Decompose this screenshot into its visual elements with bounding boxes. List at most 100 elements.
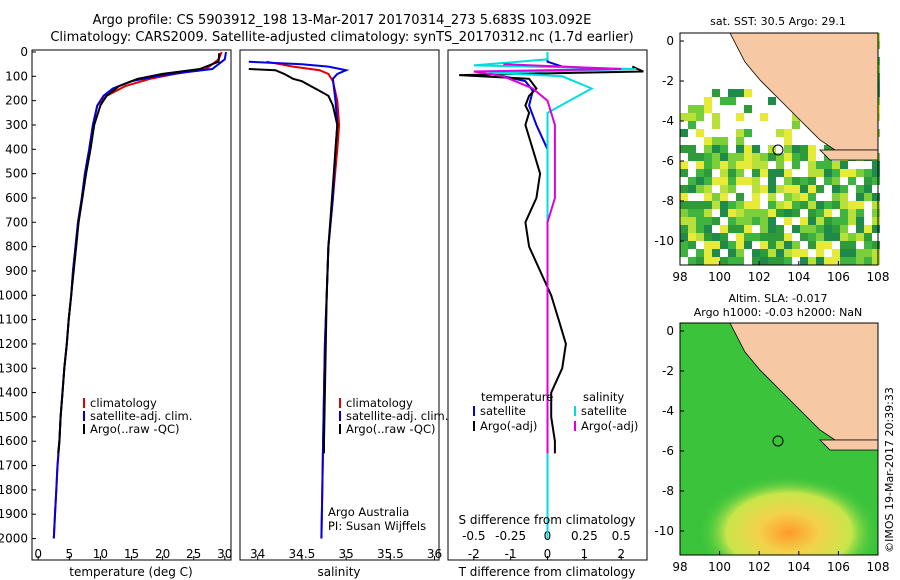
sst-cell [744,241,752,249]
sst-map: 98 100 102 104 106 108 0 -2 -4 -6 -8 -10 [654,32,890,284]
x-tick-label: -1 [505,547,517,561]
sst-cell [736,209,744,217]
sst-cell [856,201,864,209]
depth-tick-label: 1400 [0,386,28,400]
sst-cell [760,113,768,121]
sst-cell [816,161,824,169]
sst-cell [856,185,864,193]
sst-cell [776,169,784,177]
sst-cell [680,161,688,169]
sst-cell [752,209,760,217]
sst-cell [712,153,720,161]
sst-cell [800,201,808,209]
lon-tick-label: 104 [787,270,810,284]
lon-tick-label: 106 [827,270,850,284]
sst-cell [680,169,688,177]
legend-label-argo: Argo(..raw -QC) [90,422,180,436]
temperature-panel-frame [31,49,232,561]
depth-tick-label: 1900 [0,507,28,521]
sst-cell [864,225,872,233]
lat-tick-label: -4 [662,404,674,418]
sst-cell [680,193,688,201]
sst-cell [752,193,760,201]
sst-cell [840,161,848,169]
x-tick-label: 15 [124,547,139,561]
sst-cell [768,97,776,105]
x-tick-label: 20 [155,547,170,561]
sst-cell [808,169,816,177]
sst-cell [720,225,728,233]
depth-tick-label: 1100 [0,313,28,327]
sst-cell [704,177,712,185]
sst-cell [768,209,776,217]
lon-tick-label: 106 [827,560,850,574]
sst-cell [768,153,776,161]
lat-tick-label: -4 [662,114,674,128]
sst-cell [784,169,792,177]
sst-cell [872,225,880,233]
sst-cell [704,185,712,193]
sst-cell [688,241,696,249]
depth-tick-label: 1700 [0,459,28,473]
lat-tick-label: -6 [662,154,674,168]
sst-cell [680,217,688,225]
legend-label-s-argo: Argo(-adj) [581,419,638,433]
sst-cell [744,105,752,113]
sst-cell [808,257,816,265]
sst-cell [680,225,688,233]
sst-cell [736,129,744,137]
difference-xlabel: T difference from climatology [458,565,636,579]
sst-cell [704,105,712,113]
sst-cell [720,185,728,193]
legend-label-climatology: climatology [90,396,157,410]
sst-cell [712,249,720,257]
sst-cell [824,161,832,169]
sst-cell [736,113,744,121]
sst-cell [728,89,736,97]
sst-cell [712,217,720,225]
sst-cell [744,209,752,217]
sst-cell [768,233,776,241]
sst-cell [696,161,704,169]
sst-cell [680,241,688,249]
sst-cell [712,121,720,129]
sst-cell [864,233,872,241]
legend-label-s-satellite: satellite [581,404,627,418]
legend-label-satellite: satellite-adj. clim. [346,409,448,423]
sst-cell [816,217,824,225]
sst-cell [808,217,816,225]
sst-cell [800,225,808,233]
sst-cell [808,233,816,241]
lat-tick-label: -2 [662,364,674,378]
sst-cell [776,153,784,161]
legend-label-t-satellite: satellite [480,404,526,418]
legend-label-satellite: satellite-adj. clim. [90,409,192,423]
sst-cell [720,145,728,153]
lon-tick-label: 100 [708,560,731,574]
sst-cell [736,233,744,241]
sst-cell [744,161,752,169]
sst-cell [840,193,848,201]
sst-cell [720,233,728,241]
sst-cell [720,209,728,217]
series-line-salinity-argo-adj- [473,63,622,454]
imos-credit: ©IMOS 19-Mar-2017 20:39:33 [883,387,896,553]
sst-cell [832,169,840,177]
sst-map-land-java [819,149,879,161]
sst-cell [792,113,800,121]
sst-cell [712,89,720,97]
lon-tick-label: 108 [867,270,890,284]
sst-cell [720,153,728,161]
sst-cell [816,241,824,249]
sst-cell [856,169,864,177]
sst-cell [688,145,696,153]
sst-cell [768,249,776,257]
sst-cell [856,217,864,225]
lon-tick-label: 98 [672,270,687,284]
sst-cell [768,241,776,249]
sst-cell [704,145,712,153]
sst-cell [800,153,808,161]
sst-cell [824,201,832,209]
sst-cell [776,241,784,249]
sst-cell [872,209,880,217]
